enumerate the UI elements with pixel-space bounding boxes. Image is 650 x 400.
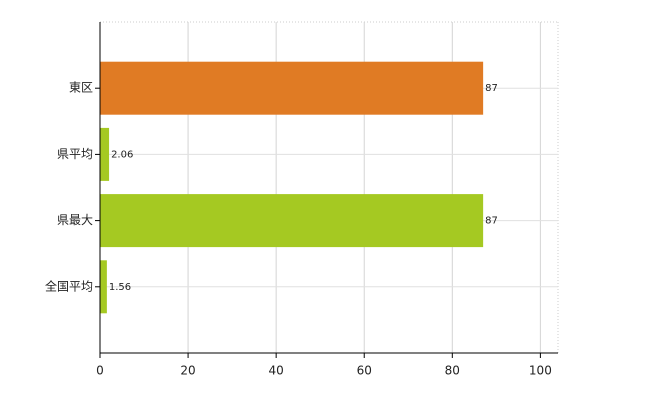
- bar: [100, 194, 484, 248]
- x-tick-label: 60: [357, 364, 372, 378]
- x-tick-label: 20: [180, 364, 195, 378]
- bar: [100, 61, 484, 115]
- x-tick-label: 100: [529, 364, 552, 378]
- bar: [100, 260, 107, 314]
- x-tick-label: 40: [269, 364, 284, 378]
- data-label: 2.06: [111, 149, 133, 160]
- data-label: 1.56: [109, 282, 131, 293]
- data-label: 87: [485, 216, 498, 227]
- x-tick-label: 80: [445, 364, 460, 378]
- y-tick-label: 東区: [69, 81, 93, 95]
- y-tick-label: 全国平均: [45, 278, 93, 293]
- x-tick-label: 0: [96, 364, 104, 378]
- bar: [100, 127, 110, 181]
- y-tick-label: 県最大: [57, 213, 93, 227]
- data-label: 87: [485, 83, 498, 94]
- y-tick-label: 県平均: [57, 147, 93, 161]
